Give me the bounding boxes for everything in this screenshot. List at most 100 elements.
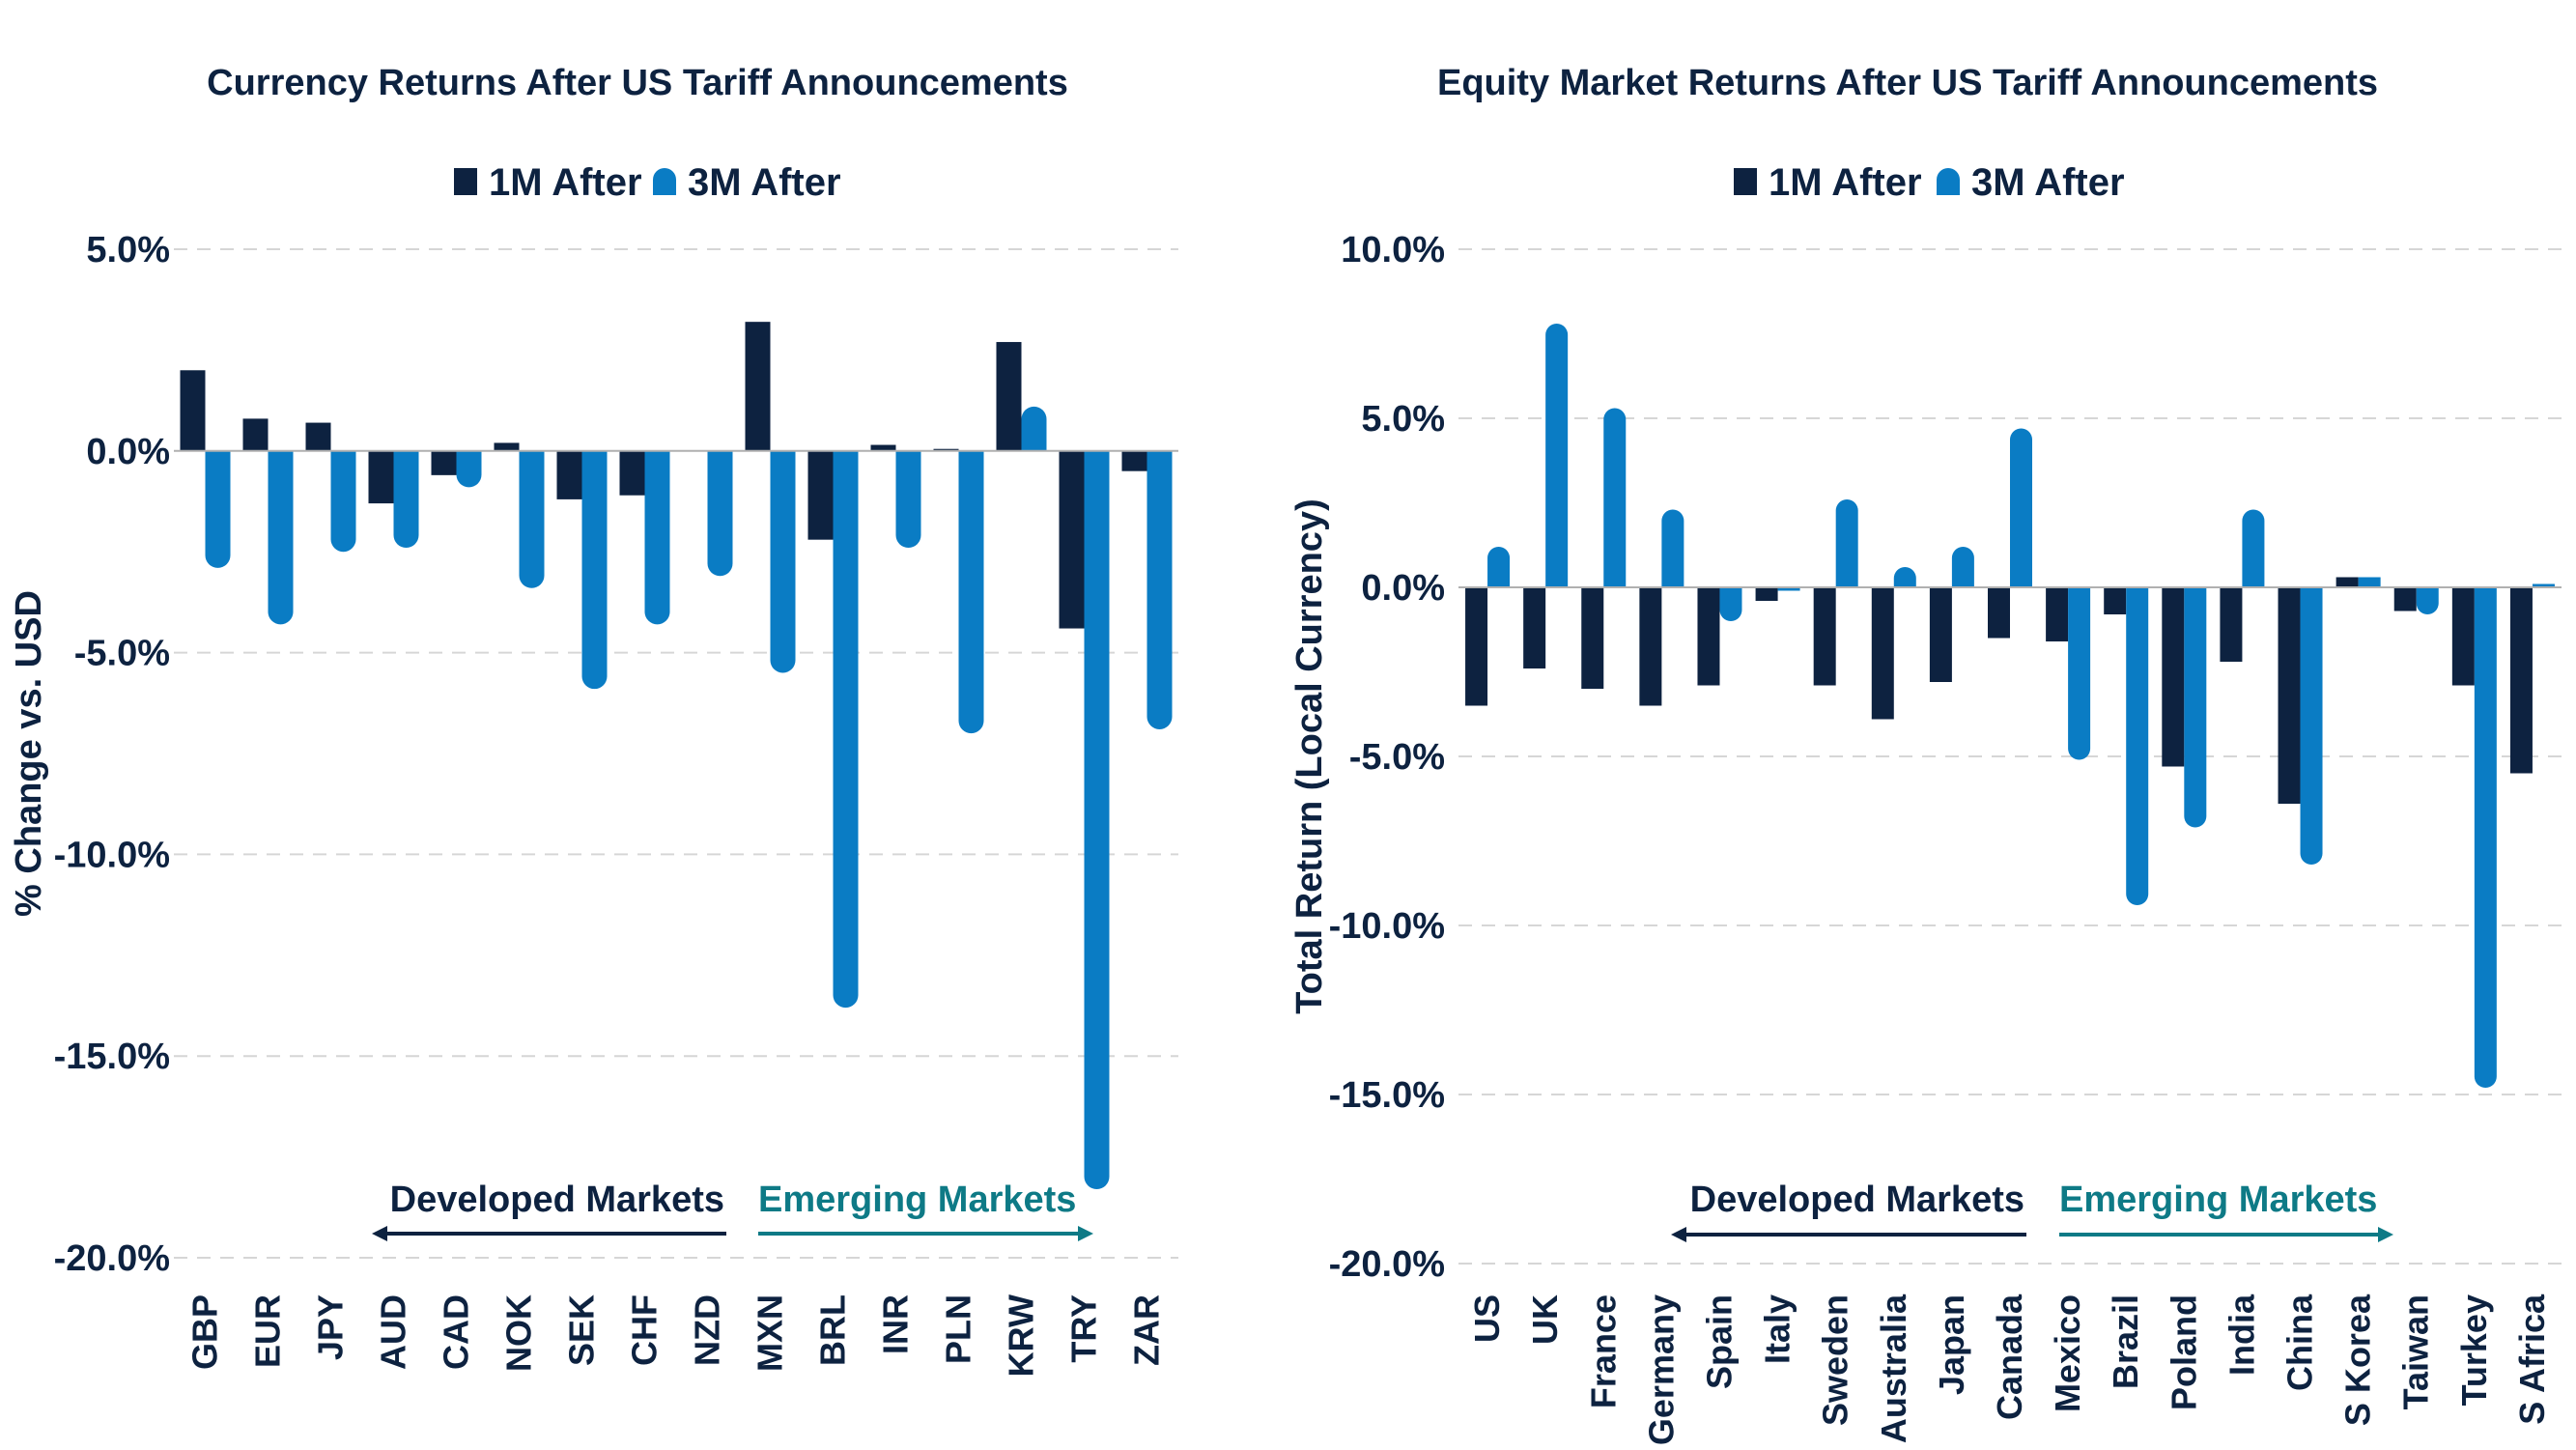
x-tick-label: NZD [688, 1294, 727, 1366]
x-tick-label: Sweden [1816, 1294, 1855, 1426]
legend-label-3m: 3M After [688, 161, 841, 204]
chart-2: Equity Market Returns After US Tariff An… [1289, 63, 2562, 1445]
x-tick-label: Spain [1699, 1294, 1739, 1389]
bar-3m-brl [833, 450, 859, 1009]
bar-3m-sek [581, 450, 608, 690]
bar-3m-s-korea [2358, 577, 2381, 587]
x-tick-label: US [1467, 1294, 1507, 1343]
bar-3m-japan [1951, 547, 1974, 587]
bar-1m-gbp [180, 370, 206, 451]
bar-3m-china [2300, 587, 2323, 865]
x-tick-label: S Africa [2512, 1294, 2552, 1425]
y-tick-label: -20.0% [54, 1238, 170, 1279]
y-tick-label: 10.0% [1341, 230, 1445, 270]
x-tick-label: S Korea [2338, 1294, 2378, 1426]
x-tick-label: CAD [437, 1294, 476, 1370]
emerging-arrowhead [2378, 1227, 2393, 1242]
y-tick-label: 5.0% [86, 230, 170, 270]
bar-3m-inr [895, 450, 921, 549]
bar-1m-japan [1929, 587, 1952, 682]
bar-1m-us [1465, 587, 1488, 706]
legend-swatch-1m [1734, 168, 1757, 195]
x-tick-label: GBP [185, 1294, 225, 1370]
bar-3m-nzd [707, 450, 733, 577]
x-tick-label: Taiwan [2396, 1294, 2436, 1409]
bar-3m-uk [1545, 324, 1569, 587]
bar-1m-spain [1697, 587, 1720, 686]
x-tick-label: China [2280, 1294, 2320, 1391]
bar-1m-brl [807, 450, 834, 540]
bar-1m-turkey [2451, 587, 2475, 686]
x-tick-label: Italy [1758, 1294, 1798, 1364]
bar-3m-india [2242, 509, 2265, 587]
x-tick-label: ZAR [1127, 1294, 1167, 1366]
y-tick-label: -5.0% [1349, 737, 1445, 778]
bar-1m-italy [1755, 587, 1778, 601]
bar-3m-pln [958, 450, 984, 734]
chart-title: Currency Returns After US Tariff Announc… [207, 63, 1068, 103]
x-tick-label: PLN [939, 1294, 978, 1364]
bar-3m-turkey [2474, 587, 2497, 1088]
chart-1: Currency Returns After US Tariff Announc… [9, 63, 1178, 1377]
bar-3m-try [1084, 450, 1110, 1190]
bar-1m-uk [1523, 587, 1546, 668]
y-tick-label: -15.0% [1329, 1075, 1445, 1116]
bar-3m-taiwan [2416, 587, 2439, 614]
bar-1m-aud [368, 450, 394, 504]
bar-3m-germany [1661, 509, 1684, 587]
emerging-arrowhead [1078, 1226, 1093, 1241]
bar-1m-pln [933, 448, 959, 451]
developed-arrowhead [372, 1226, 387, 1241]
bar-3m-cad [456, 450, 482, 488]
bar-3m-nok [519, 450, 545, 588]
bar-3m-sweden [1835, 499, 1858, 587]
bar-3m-mexico [2068, 587, 2091, 760]
x-tick-label: Australia [1874, 1294, 1913, 1443]
bar-1m-germany [1639, 587, 1662, 706]
bar-3m-aud [393, 450, 419, 549]
bar-1m-china [2278, 587, 2301, 804]
bar-3m-gbp [205, 450, 231, 568]
x-tick-label: France [1583, 1294, 1623, 1408]
bar-1m-inr [870, 444, 896, 451]
x-tick-label: JPY [311, 1294, 351, 1360]
bar-1m-sweden [1813, 587, 1836, 686]
bar-3m-canada [2010, 428, 2032, 587]
x-tick-label: India [2222, 1294, 2261, 1376]
bar-1m-zar [1121, 450, 1147, 471]
y-tick-label: -10.0% [54, 835, 170, 875]
bar-3m-spain [1719, 587, 1742, 621]
bar-1m-mexico [2046, 587, 2069, 641]
bar-3m-chf [644, 450, 670, 625]
bar-1m-s-africa [2509, 587, 2533, 774]
x-tick-label: Mexico [2048, 1294, 2087, 1412]
bar-1m-india [2220, 587, 2243, 662]
bar-3m-poland [2184, 587, 2207, 828]
bar-1m-australia [1871, 587, 1894, 720]
emerging-markets-label: Emerging Markets [758, 1180, 1076, 1220]
y-tick-label: -10.0% [1329, 906, 1445, 947]
y-axis-label: % Change vs. USD [9, 590, 49, 917]
bar-1m-krw [996, 342, 1022, 451]
bar-3m-france [1603, 408, 1627, 587]
legend-label-1m: 1M After [489, 161, 642, 204]
x-tick-label: TRY [1064, 1294, 1104, 1363]
bar-3m-zar [1146, 450, 1173, 729]
x-tick-label: UK [1525, 1294, 1565, 1345]
x-tick-label: Poland [2164, 1294, 2203, 1410]
y-tick-label: 5.0% [1361, 399, 1445, 440]
x-tick-label: CHF [625, 1294, 665, 1366]
bar-3m-krw [1021, 406, 1047, 451]
legend-label-3m: 3M After [1971, 161, 2125, 204]
x-tick-label: Brazil [2106, 1294, 2145, 1389]
legend-swatch-3m [653, 168, 676, 195]
developed-markets-label: Developed Markets [1690, 1180, 2024, 1220]
developed-arrowhead [1671, 1227, 1686, 1242]
x-tick-label: SEK [562, 1294, 602, 1366]
bar-1m-try [1059, 450, 1085, 629]
y-tick-label: -20.0% [1329, 1244, 1445, 1285]
x-tick-label: AUD [374, 1294, 413, 1370]
x-tick-label: Japan [1932, 1294, 1971, 1395]
bar-1m-s-korea [2335, 577, 2359, 587]
